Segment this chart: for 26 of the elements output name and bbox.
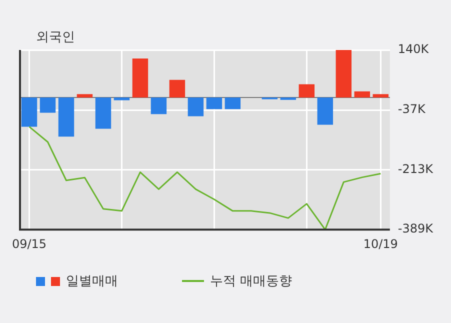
bar <box>169 80 186 98</box>
bar <box>224 98 241 110</box>
bar <box>40 98 56 113</box>
legend-label: 누적 매매동향 <box>210 273 292 290</box>
bar <box>58 98 74 137</box>
bar <box>317 98 334 125</box>
y-tick-label: -389K <box>398 222 434 236</box>
y-tick-label: -37K <box>398 102 426 116</box>
bar <box>336 50 352 98</box>
bar <box>132 58 148 98</box>
bar <box>188 98 204 116</box>
bar <box>21 98 38 127</box>
bar <box>206 98 222 110</box>
bar <box>76 94 93 98</box>
y-tick-label: 140K <box>398 42 430 56</box>
x-tick-label: 09/15 <box>12 236 47 251</box>
x-tick-label: 10/19 <box>363 236 398 251</box>
y-tick-label: -213K <box>398 162 434 176</box>
bar <box>298 84 315 98</box>
bar <box>114 98 130 100</box>
chart-title: 외국인 <box>36 29 75 46</box>
bar <box>354 91 370 98</box>
legend-label: 일별매매 <box>66 273 118 290</box>
bar <box>150 98 167 114</box>
bar <box>372 94 389 98</box>
bar <box>95 98 112 129</box>
